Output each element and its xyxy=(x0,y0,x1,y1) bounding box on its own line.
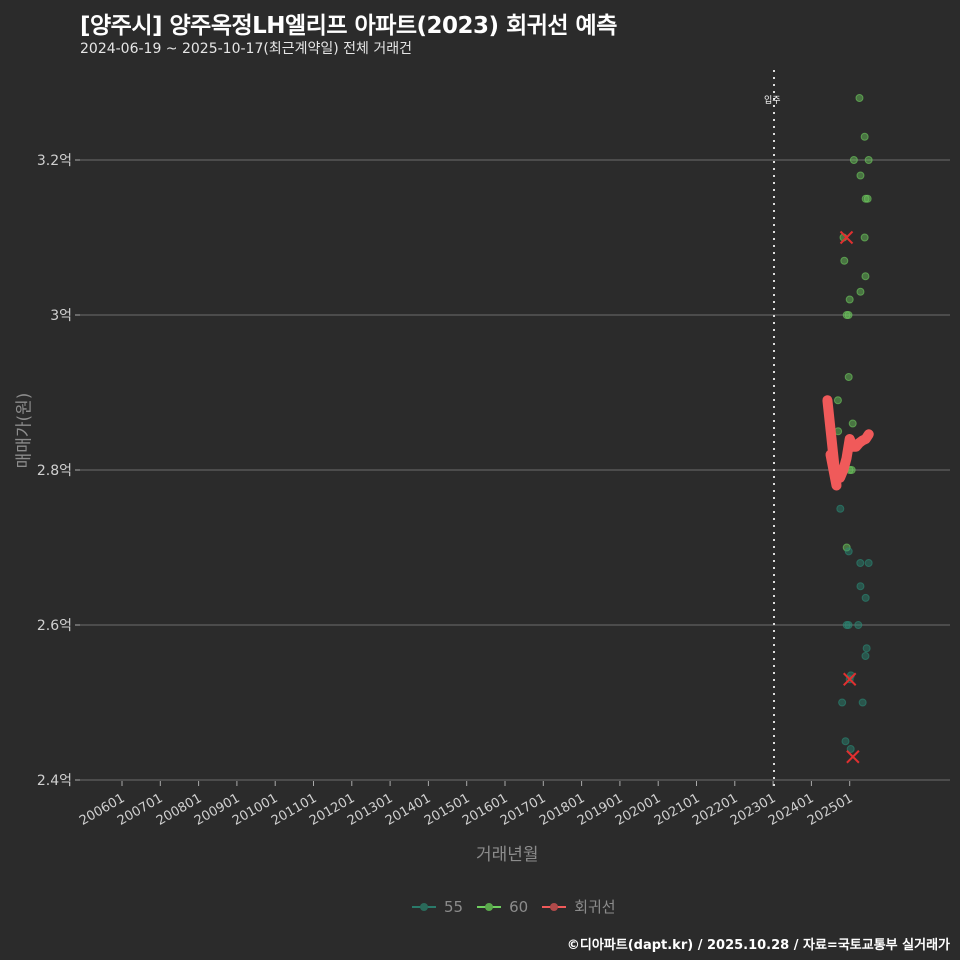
legend-label: 55 xyxy=(444,897,464,916)
y-tick-label: 2.6억 xyxy=(36,618,72,634)
y-tick-label: 2.8억 xyxy=(36,463,72,479)
legend-label: 회귀선 xyxy=(574,898,616,916)
y-tick-label: 2.4억 xyxy=(36,773,72,789)
y-axis-title: 매매가(원) xyxy=(14,392,35,469)
regression-line xyxy=(822,395,874,491)
y-tick-label: 3억 xyxy=(50,308,72,324)
legend-label: 60 xyxy=(509,897,529,916)
legend-item-regression: 회귀선 xyxy=(542,896,616,917)
y-tick-label: 3.2억 xyxy=(36,153,72,169)
legend-key-60-icon xyxy=(477,901,502,913)
x-axis-title: 거래년월 xyxy=(476,845,539,865)
y-tick-marks xyxy=(75,159,80,781)
chart-title: [양주시] 양주옥정LH엘리프 아파트(2023) 회귀선 예측 xyxy=(80,13,617,39)
scatter-points xyxy=(833,94,873,753)
legend: 55 60 회귀선 xyxy=(412,896,622,917)
legend-item-55: 55 xyxy=(412,898,463,916)
move-in-label: 입주 xyxy=(764,96,781,106)
legend-key-regression-icon xyxy=(542,901,567,913)
legend-item-60: 60 xyxy=(477,898,528,916)
outlier-markers xyxy=(839,230,860,764)
chart-subtitle: 2024-06-19 ~ 2025-10-17(최근계약일) 전체 거래건 xyxy=(80,41,412,57)
x-tick-marks xyxy=(121,781,851,786)
legend-key-55-icon xyxy=(412,901,436,913)
grid-lines xyxy=(80,159,950,781)
source-caption: ©디아파트(dapt.kr) / 2025.10.28 / 자료=국토교통부 실… xyxy=(566,938,950,953)
